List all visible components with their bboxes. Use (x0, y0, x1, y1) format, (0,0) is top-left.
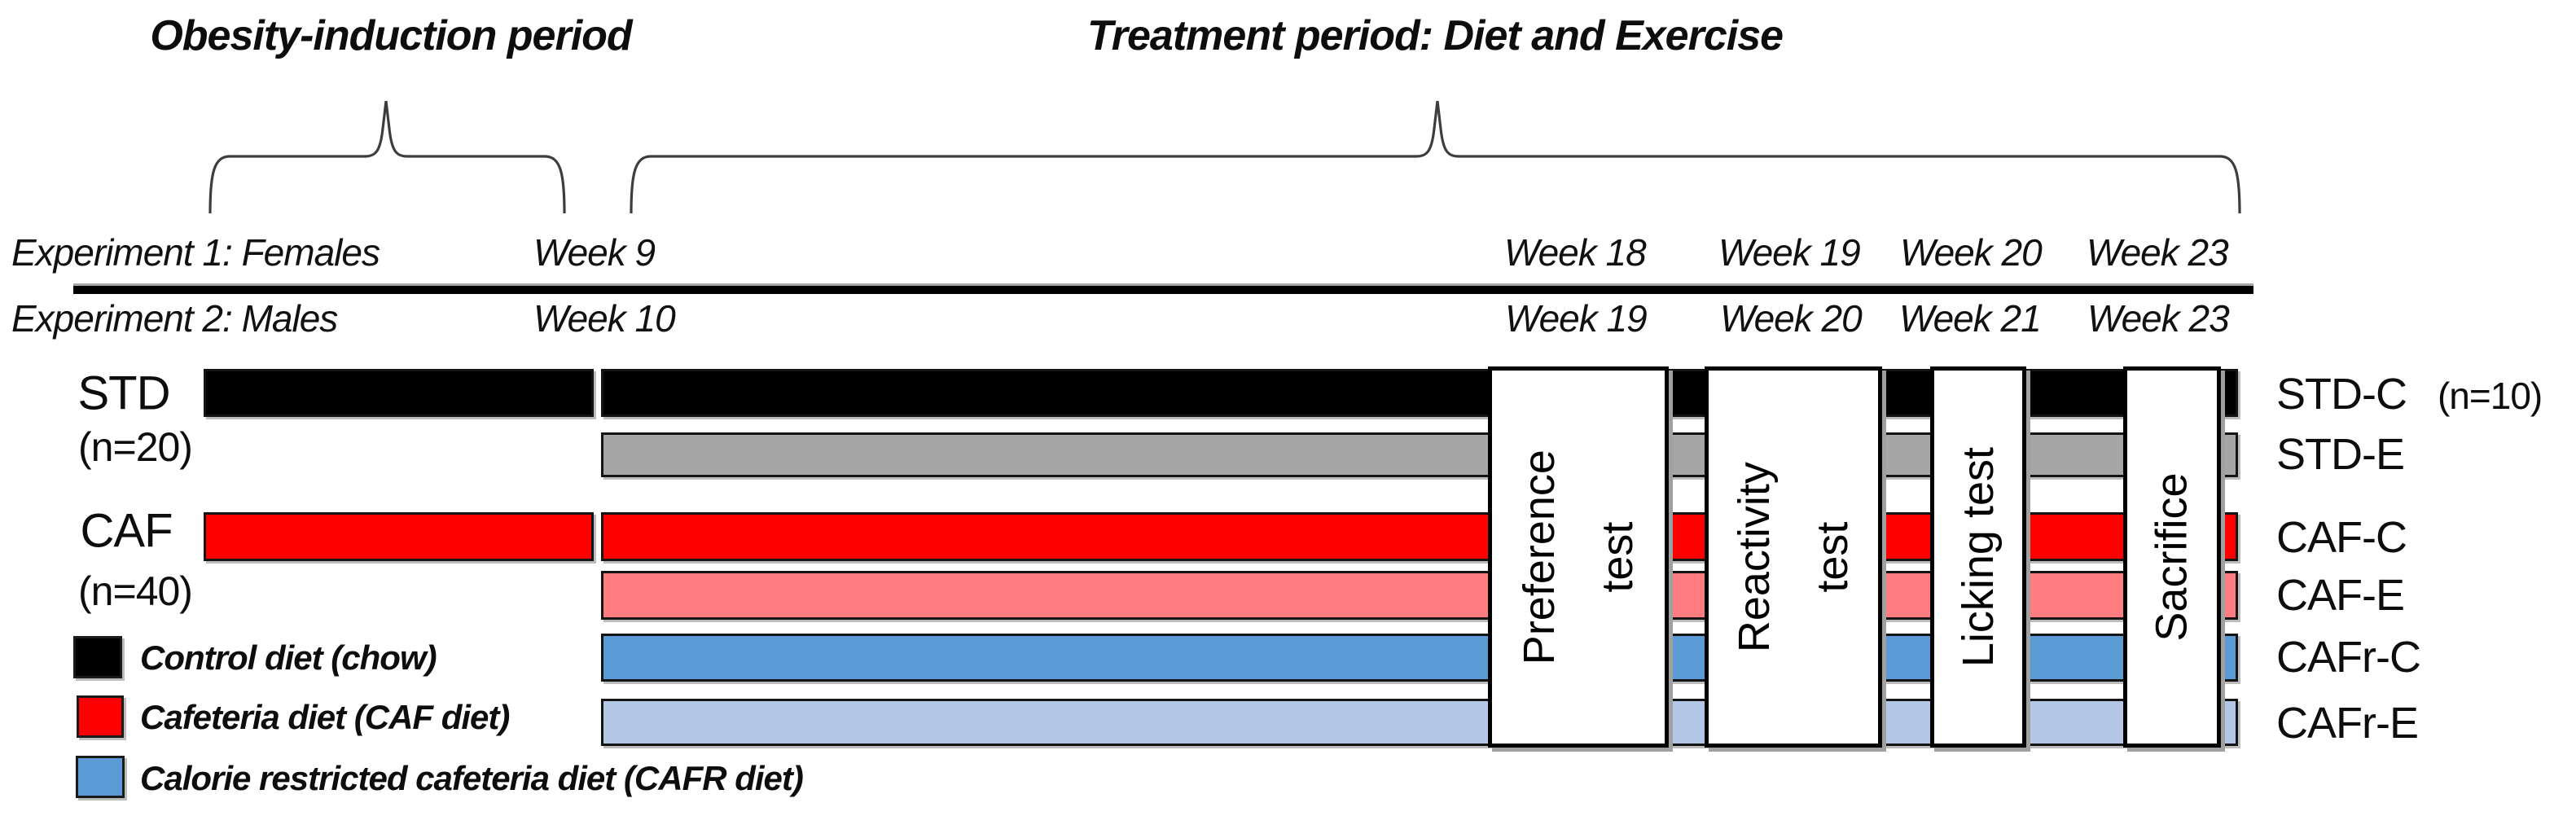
arm-label-caf-c: CAF-C (2276, 513, 2407, 562)
exp2-week-preference: Week 19 (1505, 297, 1648, 340)
preference-test-label: Preference test (1514, 449, 1642, 665)
legend-label-control: Control diet (chow) (140, 638, 437, 677)
arm-label-cafr-e: CAFr-E (2276, 699, 2419, 748)
reactivity-test-box: Reactivity test (1705, 366, 1882, 748)
experiment2-label: Experiment 2: Males (11, 297, 338, 340)
exp1-week-reactivity: Week 19 (1718, 231, 1861, 274)
group-caf-label: CAF (80, 504, 173, 558)
experiment1-label: Experiment 1: Females (11, 231, 380, 274)
exp1-week-start: Week 9 (533, 231, 656, 274)
exp2-week-reactivity: Week 20 (1720, 297, 1863, 340)
legend-swatch-control (73, 636, 122, 678)
group-std-label: STD (77, 366, 171, 420)
treatment-period-title: Treatment period: Diet and Exercise (1086, 12, 1784, 59)
sacrifice-box: Sacrifice (2123, 366, 2221, 748)
legend-label-cafr: Calorie restricted cafeteria diet (CAFR … (140, 759, 804, 797)
exp1-week-licking: Week 20 (1900, 231, 2043, 274)
induction-brace (208, 100, 566, 214)
arm-label-std-e: STD-E (2276, 430, 2405, 479)
legend-label-cafeteria: Cafeteria diet (CAF diet) (140, 698, 510, 736)
induction-bar-std (204, 369, 594, 417)
exp2-week-start: Week 10 (533, 297, 676, 340)
preference-test-box: Preference test (1488, 366, 1669, 748)
legend-swatch-cafr (76, 756, 125, 798)
group-caf-n: (n=40) (78, 568, 193, 614)
induction-period-title: Obesity-induction period (150, 12, 632, 59)
exp1-week-sacrifice: Week 23 (2087, 231, 2229, 274)
induction-bar-caf (204, 512, 594, 561)
treatment-brace (630, 100, 2241, 214)
sacrifice-label: Sacrifice (2147, 472, 2196, 642)
licking-test-box: Licking test (1930, 366, 2026, 748)
arm-label-std-c: STD-C (n=10) (2276, 370, 2543, 419)
arm-std-c-n: (n=10) (2437, 375, 2543, 417)
reactivity-test-label: Reactivity test (1729, 461, 1857, 653)
exp2-week-sacrifice: Week 23 (2087, 297, 2230, 340)
licking-test-label: Licking test (1953, 446, 2003, 668)
legend-swatch-cafeteria (77, 695, 124, 738)
group-std-n: (n=20) (78, 424, 193, 470)
arm-label-cafr-c: CAFr-C (2276, 633, 2421, 682)
exp2-week-licking: Week 21 (1899, 297, 2042, 340)
experiment-divider-line (73, 283, 2253, 294)
arm-label-caf-e: CAF-E (2276, 571, 2405, 620)
exp1-week-preference: Week 18 (1504, 231, 1647, 274)
